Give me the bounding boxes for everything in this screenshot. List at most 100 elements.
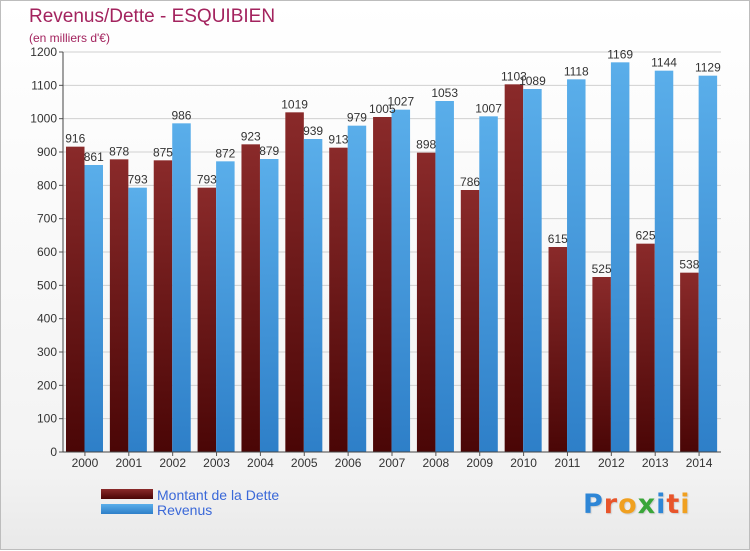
data-label-dette-2000: 916: [65, 132, 85, 146]
bar-revenus-2011: [567, 79, 586, 452]
bar-dette-2006: [329, 147, 348, 452]
x-tick-label: 2008: [423, 456, 450, 470]
y-tick-label: 100: [37, 412, 57, 426]
data-label-revenus-2004: 879: [259, 144, 279, 158]
data-label-dette-2001: 878: [109, 144, 129, 158]
y-tick-label: 1000: [30, 112, 57, 126]
y-tick-label: 600: [37, 245, 57, 259]
proxiti-logo: Proxiti: [583, 489, 691, 520]
data-label-dette-2010: 1103: [501, 69, 527, 83]
bar-dette-2014: [680, 272, 699, 452]
data-label-revenus-2014: 1129: [695, 61, 721, 75]
bar-dette-2009: [460, 190, 480, 452]
data-label-revenus-2010: 1089: [519, 74, 546, 88]
bar-revenus-2013: [654, 70, 674, 453]
bar-revenus-2010: [523, 89, 542, 452]
logo-letter: t: [666, 489, 681, 520]
data-label-dette-2007: 1005: [369, 102, 396, 116]
y-tick-label: 500: [37, 278, 57, 292]
data-label-revenus-2008: 1053: [431, 86, 458, 100]
logo-letter: x: [637, 489, 657, 520]
bar-revenus-2006: [347, 125, 367, 453]
logo-letter: o: [618, 489, 638, 520]
y-tick-label: 1100: [31, 78, 57, 92]
bar-dette-2000: [66, 146, 85, 452]
bar-revenus-2003: [216, 161, 235, 453]
legend-swatch-revenus: [101, 504, 153, 514]
data-label-dette-2012: 525: [592, 262, 612, 276]
x-tick-label: 2013: [642, 456, 669, 470]
bar-revenus-2012: [610, 62, 630, 452]
bar-revenus-2002: [172, 123, 191, 452]
x-tick-label: 2012: [598, 456, 625, 470]
x-tick-label: 2002: [159, 456, 186, 470]
data-label-dette-2013: 625: [636, 229, 656, 243]
data-label-revenus-2012: 1169: [607, 47, 633, 61]
x-tick-label: 2000: [72, 456, 99, 470]
y-tick-label: 900: [37, 145, 57, 159]
data-label-revenus-2001: 793: [128, 173, 148, 187]
x-tick-label: 2003: [203, 456, 230, 470]
data-label-dette-2008: 898: [416, 138, 436, 152]
y-tick-label: 0: [50, 445, 57, 459]
chart-title: Revenus/Dette - ESQUIBIEN: [29, 6, 276, 27]
bar-dette-2003: [197, 187, 217, 452]
y-tick-label: 400: [37, 312, 57, 326]
data-label-dette-2014: 538: [679, 258, 699, 272]
data-label-dette-2003: 793: [197, 173, 217, 187]
y-tick-label: 800: [37, 178, 57, 192]
bar-dette-2001: [109, 159, 129, 453]
bar-dette-2013: [636, 243, 655, 452]
x-tick-label: 2005: [291, 456, 318, 470]
data-label-dette-2002: 875: [153, 145, 173, 159]
bar-revenus-2005: [303, 139, 323, 452]
bar-revenus-2001: [128, 187, 147, 452]
bar-revenus-2004: [259, 159, 279, 452]
y-tick-label: 1200: [30, 45, 57, 59]
legend-label-revenus: Revenus: [157, 502, 213, 518]
logo-letter: i: [680, 489, 691, 520]
x-tick-label: 2011: [555, 456, 581, 470]
legend-swatch-dette: [101, 489, 153, 499]
bar-revenus-2000: [84, 165, 103, 452]
chart-subtitle: (en milliers d'€): [29, 31, 110, 45]
legend-label-dette: Montant de la Dette: [157, 487, 280, 503]
x-tick-label: 2014: [686, 456, 713, 470]
data-label-dette-2004: 923: [241, 129, 261, 143]
bar-dette-2005: [285, 112, 304, 452]
bar-revenus-2007: [391, 109, 411, 453]
data-label-revenus-2003: 872: [215, 146, 235, 160]
data-label-revenus-2005: 939: [303, 124, 323, 138]
x-tick-label: 2006: [335, 456, 362, 470]
data-label-revenus-2007: 1027: [387, 95, 414, 109]
x-tick-label: 2009: [466, 456, 493, 470]
data-label-dette-2005: 1019: [281, 97, 308, 111]
bar-dette-2002: [153, 160, 173, 453]
bar-dette-2012: [592, 277, 611, 452]
y-tick-label: 200: [37, 378, 57, 392]
data-label-revenus-2002: 986: [171, 108, 191, 122]
bar-revenus-2008: [435, 101, 454, 452]
data-label-dette-2009: 786: [460, 175, 480, 189]
logo-letter: i: [656, 489, 667, 520]
y-tick-label: 700: [37, 212, 57, 226]
data-label-revenus-2013: 1144: [651, 56, 677, 70]
bar-dette-2004: [241, 144, 260, 453]
bar-dette-2007: [373, 117, 392, 452]
logo-letter: P: [583, 489, 604, 520]
x-tick-label: 2010: [510, 456, 537, 470]
x-tick-label: 2004: [247, 456, 274, 470]
logo-letter: r: [603, 489, 619, 520]
data-label-revenus-2006: 979: [347, 111, 367, 125]
bar-dette-2011: [548, 247, 568, 452]
y-tick-label: 300: [37, 345, 57, 359]
data-label-dette-2006: 913: [328, 133, 348, 147]
bar-revenus-2009: [479, 116, 498, 452]
data-label-revenus-2000: 861: [84, 150, 104, 164]
data-label-dette-2011: 615: [548, 232, 568, 246]
bar-dette-2010: [504, 84, 524, 452]
data-label-revenus-2009: 1007: [475, 101, 502, 115]
bar-revenus-2014: [698, 75, 718, 453]
